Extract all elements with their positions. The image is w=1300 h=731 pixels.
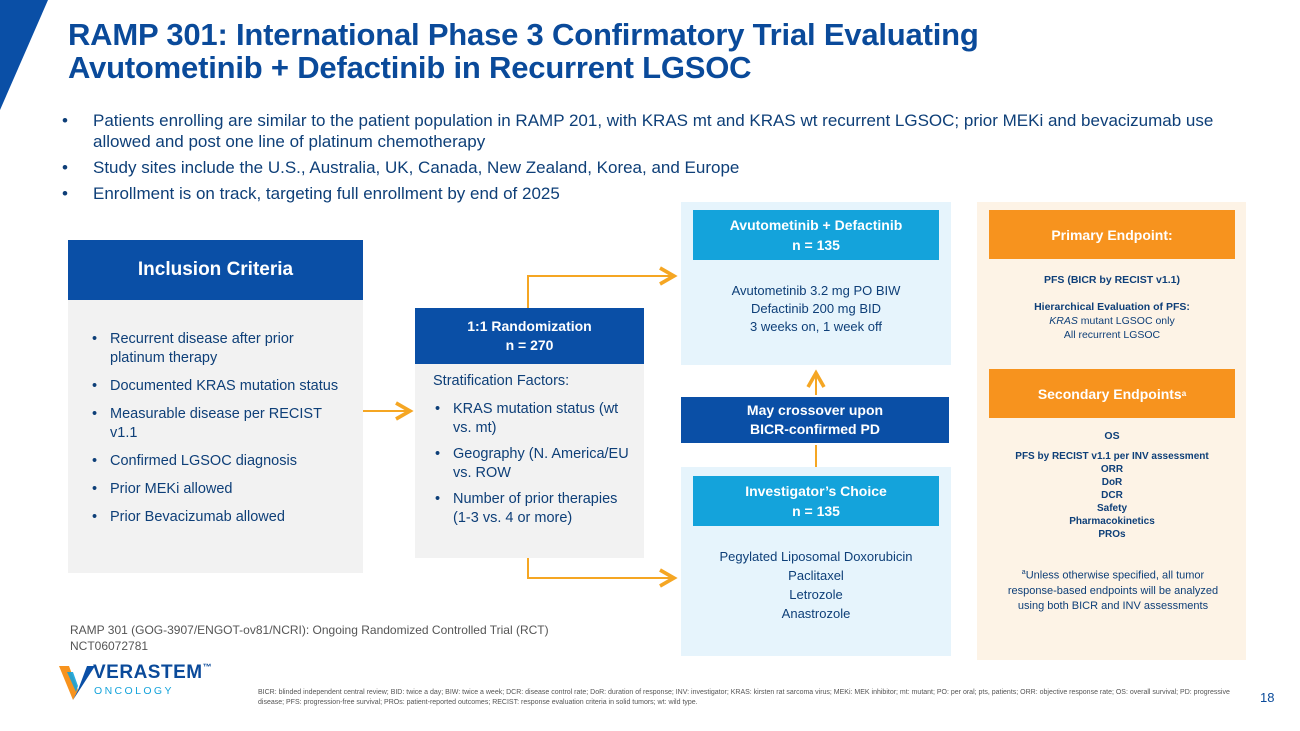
arm1-line: Avutometinib 3.2 mg PO BIW <box>731 283 901 298</box>
logo-word-text: VERASTEM <box>93 662 203 683</box>
secondary-item: PFS by RECIST v1.1 per INV assessment <box>1015 451 1209 462</box>
stratification-item: Number of prior therapies (1-3 vs. 4 or … <box>433 490 633 528</box>
secondary-item: ORR <box>1100 464 1124 475</box>
verastem-v-logo-icon <box>59 666 95 700</box>
inclusion-item: Prior MEKi allowed <box>90 480 345 499</box>
abbreviations-footnote: BICR: blinded independent central review… <box>258 689 1230 706</box>
secondary-item: DCR <box>1101 490 1123 501</box>
arm1-n: n = 135 <box>792 237 840 253</box>
kras-italic: KRAS <box>1049 315 1078 327</box>
primary-endpoint-header: Primary Endpoint: <box>989 210 1235 259</box>
page-title: RAMP 301: International Phase 3 Confirma… <box>68 17 979 85</box>
footnote-sup: a <box>1021 569 1026 576</box>
crossover-line: May crossover upon <box>746 402 884 418</box>
logo-tm: ™ <box>202 662 213 672</box>
randomization-header: 1:1 Randomization n = 270 <box>415 308 644 364</box>
arm2-line: Paclitaxel <box>788 568 844 583</box>
arm2-line: Anastrozole <box>781 606 851 621</box>
arm2-title: Investigator’s Choice <box>745 483 887 499</box>
secondary-item: PROs <box>1098 529 1126 540</box>
inclusion-item: Confirmed LGSOC diagnosis <box>90 452 345 471</box>
secondary-item: Pharmacokinetics <box>1069 516 1155 527</box>
stratification-list: KRAS mutation status (wt vs. mt) Geograp… <box>433 400 633 535</box>
arm1-title: Avutometinib + Defactinib <box>729 217 903 233</box>
randomization-n: n = 270 <box>505 337 554 353</box>
secondary-item: Safety <box>1096 503 1127 514</box>
inclusion-list: Recurrent disease after prior platinum t… <box>90 330 345 536</box>
arm1-regimen: Avutometinib 3.2 mg PO BIW Defactinib 20… <box>693 282 939 336</box>
secondary-endpoints-list: OS PFS by RECIST v1.1 per INV assessment… <box>989 430 1235 541</box>
arm2-header: Investigator’s Choice n = 135 <box>693 476 939 526</box>
inclusion-item: Documented KRAS mutation status <box>90 377 345 396</box>
bullet-item: Enrollment is on track, targeting full e… <box>62 183 1242 204</box>
arm2-n: n = 135 <box>792 503 840 519</box>
inclusion-header: Inclusion Criteria <box>68 240 363 300</box>
logo-subtitle: ONCOLOGY <box>94 685 174 697</box>
primary-pfs: PFS (BICR by RECIST v1.1) <box>1044 274 1180 286</box>
kras-rest: mutant LGSOC only <box>1077 315 1175 327</box>
secondary-endpoints-header: Secondary Endpoints a <box>989 369 1235 418</box>
endpoint-footnote: aUnless otherwise specified, all tumor r… <box>1003 565 1223 614</box>
secondary-item: OS <box>1104 430 1120 442</box>
ramp-301-note: RAMP 301 (GOG-3907/ENGOT-ov81/NCRI): Ong… <box>70 623 549 653</box>
stratification-item: Geography (N. America/EU vs. ROW <box>433 445 633 483</box>
inclusion-item: Recurrent disease after prior platinum t… <box>90 330 345 368</box>
secondary-header-sup: a <box>1181 389 1187 398</box>
secondary-item: DoR <box>1101 477 1123 488</box>
secondary-header-text: Secondary Endpoints <box>1037 385 1182 402</box>
stratification-item: KRAS mutation status (wt vs. mt) <box>433 400 633 438</box>
primary-endpoint-body: PFS (BICR by RECIST v1.1) Hierarchical E… <box>989 273 1235 342</box>
arm1-header: Avutometinib + Defactinib n = 135 <box>693 210 939 260</box>
stratification-title: Stratification Factors: <box>433 373 570 389</box>
endpoints-panel <box>977 202 1246 660</box>
hierarchical-title: Hierarchical Evaluation of PFS: <box>1034 301 1190 313</box>
arm2-line: Letrozole <box>789 587 843 602</box>
hierarchical-kras: KRAS mutant LGSOC only <box>989 314 1235 328</box>
randomization-title: 1:1 Randomization <box>467 318 592 334</box>
inclusion-item: Prior Bevacizumab allowed <box>90 508 345 527</box>
footnote-text: Unless otherwise specified, all tumor re… <box>1007 569 1219 612</box>
arrow-to-arm1 <box>527 266 678 308</box>
arm2-line: Pegylated Liposomal Doxorubicin <box>719 549 913 564</box>
corner-stripe <box>0 0 48 110</box>
intro-bullets: Patients enrolling are similar to the pa… <box>62 110 1242 209</box>
arm1-line: 3 weeks on, 1 week off <box>749 319 882 334</box>
bullet-item: Patients enrolling are similar to the pa… <box>62 110 1242 152</box>
logo-wordmark: VERASTEM™ <box>93 662 212 684</box>
crossover-box: May crossover upon BICR-confirmed PD <box>681 397 949 443</box>
page-number: 18 <box>1260 690 1275 705</box>
arrow-to-arm2 <box>527 558 678 588</box>
arm2-regimen: Pegylated Liposomal Doxorubicin Paclitax… <box>693 547 939 623</box>
arm1-line: Defactinib 200 mg BID <box>750 301 882 316</box>
bullet-item: Study sites include the U.S., Australia,… <box>62 157 1242 178</box>
crossover-line: BICR-confirmed PD <box>750 421 880 437</box>
inclusion-item: Measurable disease per RECIST v1.1 <box>90 405 345 443</box>
hierarchical-all: All recurrent LGSOC <box>1063 329 1161 341</box>
